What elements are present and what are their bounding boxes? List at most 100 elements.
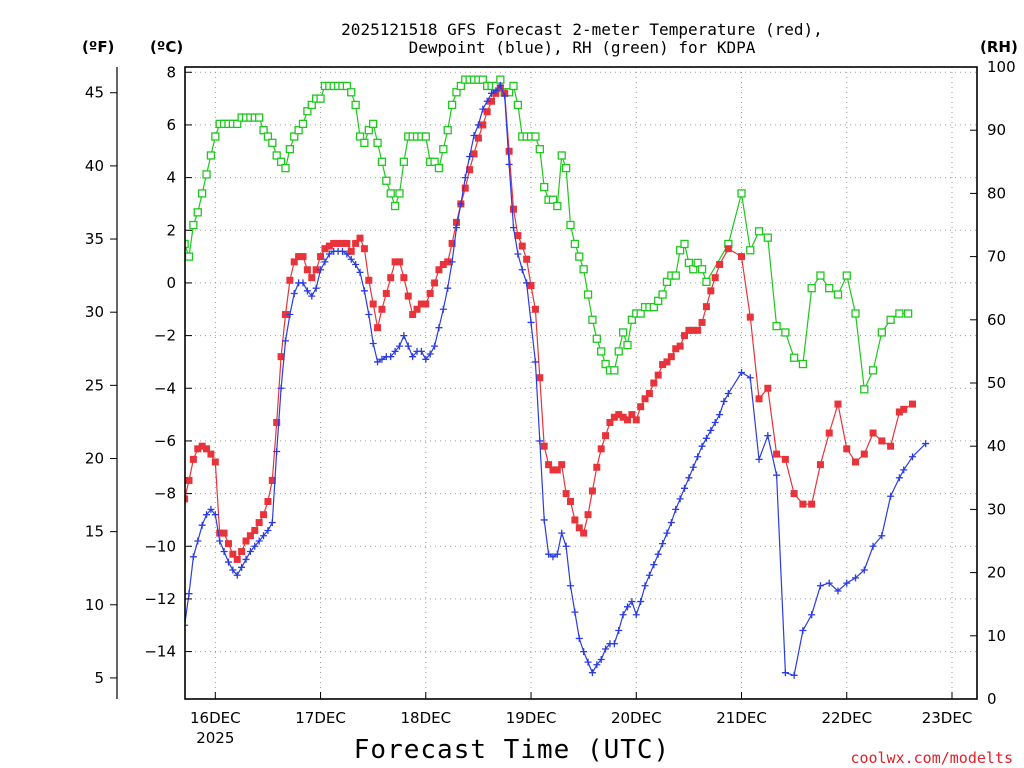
rh-point: [298, 119, 308, 129]
dewpoint-point: [637, 598, 645, 606]
temperature-point: [900, 405, 908, 413]
temperature-point: [229, 550, 237, 558]
temperature-point: [483, 108, 491, 116]
temperature-point: [426, 289, 434, 297]
dewpoint-point: [540, 516, 548, 524]
x-tick-label: 20DEC: [611, 709, 662, 727]
temperature-point: [321, 245, 329, 253]
dewpoint-point: [852, 574, 860, 582]
rh-point: [360, 138, 369, 147]
rh-point: [285, 145, 295, 154]
rh-point: [281, 163, 290, 173]
rh-point: [540, 182, 549, 192]
rh-point: [386, 189, 395, 198]
dewpoint-point: [338, 247, 346, 255]
temperature-point: [444, 258, 452, 266]
fahrenheit-tick-label: 10: [85, 596, 104, 614]
dewpoint-point: [189, 553, 197, 561]
x-tick-sublabel: 2025: [196, 729, 234, 747]
temperature-point: [545, 461, 553, 469]
temperature-point: [667, 353, 675, 361]
rh-point: [860, 385, 869, 394]
temperature-point: [878, 437, 886, 445]
dewpoint-point: [185, 590, 193, 598]
rh-point: [684, 258, 694, 268]
rh-point: [737, 189, 746, 198]
temperature-line: [185, 87, 913, 561]
rh-tick-label: 80: [987, 184, 1006, 202]
temperature-point: [707, 287, 715, 295]
dewpoint-point: [922, 440, 930, 448]
dewpoint-point: [619, 611, 627, 619]
rh-point: [390, 201, 400, 211]
temperature-point: [220, 529, 228, 537]
rh-point: [763, 233, 772, 242]
dewpoint-point: [426, 350, 434, 358]
rh-tick-label: 90: [987, 121, 1006, 139]
dewpoint-point: [281, 337, 289, 345]
dewpoint-point: [321, 258, 329, 266]
dewpoint-point: [488, 89, 496, 97]
dewpoint-point: [360, 287, 368, 295]
temperature-point: [203, 445, 211, 453]
temperature-point: [527, 282, 535, 290]
rh-point: [185, 252, 194, 261]
x-tick-label: 21DEC: [716, 709, 767, 727]
dewpoint-point: [764, 432, 772, 440]
plot-frame: [184, 66, 978, 700]
dewpoint-point: [474, 121, 482, 129]
rh-point: [202, 170, 211, 179]
rh-point: [373, 138, 382, 147]
temperature-point: [211, 458, 219, 466]
rh-point: [601, 359, 610, 369]
dewpoint-point: [645, 571, 653, 579]
dewpoint-point: [229, 566, 237, 574]
x-tick-label: 22DEC: [821, 709, 872, 727]
dewpoint-point: [369, 340, 377, 347]
rh-tick-label: 50: [987, 374, 1006, 392]
dewpoint-point: [593, 661, 601, 669]
fahrenheit-tick-label: 45: [85, 84, 104, 102]
dewpoint-point: [746, 374, 754, 382]
temperature-point: [312, 266, 320, 274]
temperature-point: [224, 540, 232, 548]
dewpoint-point: [238, 563, 246, 571]
dewpoint-point: [308, 292, 316, 300]
temperature-point: [689, 326, 697, 334]
rh-point: [627, 315, 637, 324]
dewpoint-point: [479, 105, 487, 113]
rh-point: [452, 88, 461, 97]
dewpoint-point: [536, 437, 544, 445]
celsius-tick-label: −2: [154, 327, 176, 345]
dewpoint-point: [602, 645, 610, 653]
temperature-point: [531, 305, 539, 313]
temperature-point: [738, 253, 746, 261]
dewpoint-point: [702, 434, 710, 442]
temperature-point: [417, 300, 425, 308]
temperature-point: [799, 500, 807, 508]
dewpoint-point: [738, 368, 746, 376]
temperature-point: [281, 311, 289, 319]
dewpoint-point: [470, 131, 478, 139]
dewpoint-point: [860, 566, 868, 574]
dewpoint-point: [566, 582, 574, 590]
temperature-point: [549, 466, 557, 474]
dewpoint-point: [290, 289, 298, 297]
rh-point: [903, 309, 913, 318]
celsius-tick-label: 4: [166, 169, 176, 187]
temperature-point: [347, 247, 355, 255]
dewpoint-point: [251, 542, 259, 550]
temperature-point: [452, 218, 460, 226]
dewpoint-point: [255, 537, 263, 545]
dewpoint-point: [869, 542, 877, 550]
rh-point: [443, 126, 452, 135]
temperature-point: [518, 242, 526, 250]
rh-point: [618, 328, 628, 337]
dewpoint-point: [185, 621, 189, 629]
credit-link[interactable]: coolwx.com/modelts: [850, 749, 1013, 767]
temperature-point: [466, 166, 474, 174]
temperature-point: [540, 442, 548, 450]
rh-point: [689, 265, 698, 274]
